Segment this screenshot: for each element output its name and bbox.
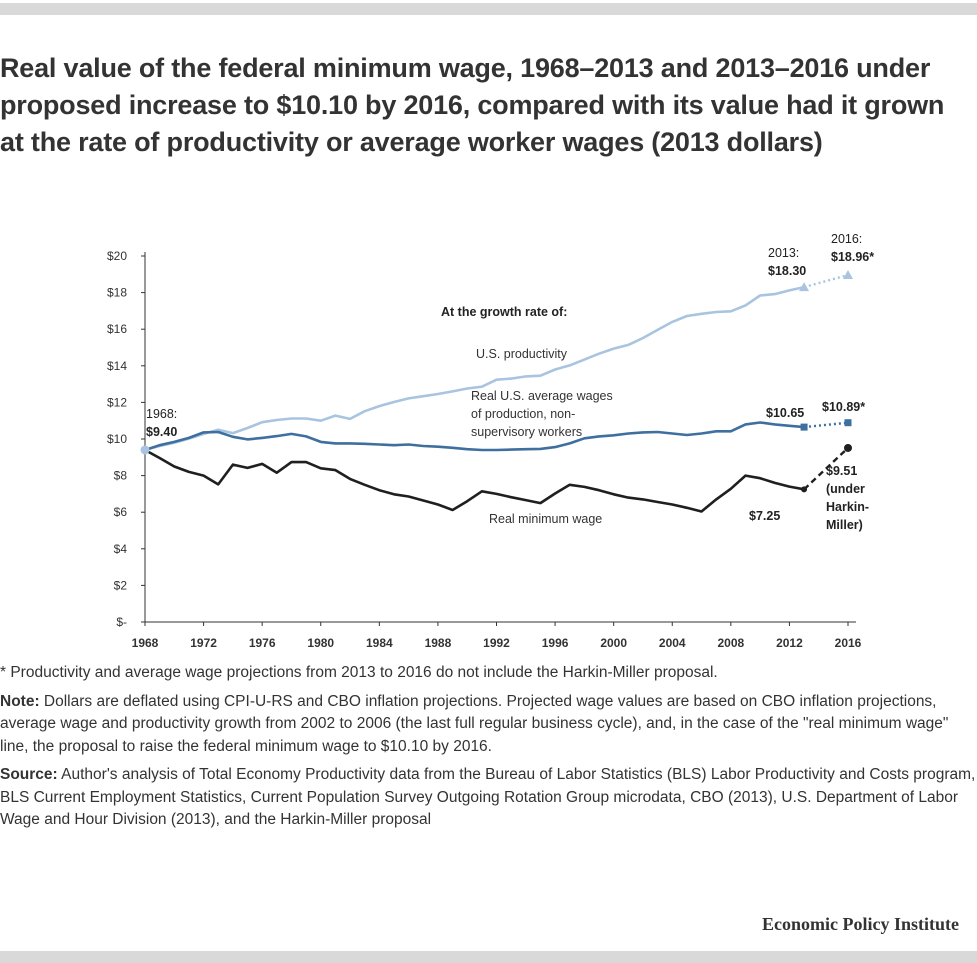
x-tick-label: 2016 — [835, 636, 862, 650]
chart-title: Real value of the federal minimum wage, … — [0, 53, 945, 157]
y-tick-label: $12 — [107, 395, 127, 409]
point-productivity-end — [843, 270, 853, 280]
y-tick-label: $- — [116, 615, 127, 629]
label-productivity-2013-line-0: 2013: — [768, 246, 799, 260]
productivity-series-label: U.S. productivity — [476, 347, 568, 361]
x-tick-label: 1972 — [190, 636, 217, 650]
label-minwage-2016-line-0: $9.51 — [826, 464, 857, 478]
notes-section: * Productivity and average wage projecti… — [0, 662, 977, 838]
point-1968-start — [140, 445, 150, 455]
x-tick-label: 2012 — [776, 636, 803, 650]
y-tick-label: $4 — [114, 542, 128, 556]
brand-logo-text: Economic Policy Institute — [762, 914, 959, 934]
point-productivity-start — [799, 282, 810, 292]
line-chart: $- $2 $4 $6 $8 $10 $12 $14 $16 $18 $20 1968 1972 1976… — [107, 232, 874, 650]
x-tick-label: 1992 — [483, 636, 510, 650]
y-tick-label: $6 — [114, 505, 128, 519]
x-tick-label: 1976 — [249, 636, 276, 650]
point-wages-start — [800, 423, 808, 431]
point-minwage-end — [844, 443, 852, 452]
note-text: Dollars are deflated using CPI-U-RS and … — [0, 692, 949, 755]
label-1968-start-line-1: $9.40 — [146, 425, 177, 439]
label-wages-2016: $10.89* — [822, 400, 865, 414]
y-tick-label: $10 — [107, 432, 127, 446]
footnote: * Productivity and average wage projecti… — [0, 664, 718, 681]
label-productivity-2016-line-1: $18.96* — [831, 250, 874, 264]
series-line-wages — [144, 421, 805, 452]
wages-series-label-line-0: Real U.S. average wages — [471, 389, 613, 403]
top-rule — [0, 3, 977, 15]
minwage-series-label: Real minimum wage — [489, 512, 602, 526]
wages-series-label-line-1: of production, non- — [471, 407, 575, 421]
point-minwage-start — [801, 486, 808, 493]
y-tick-label: $20 — [107, 249, 127, 263]
y-tick-label: $8 — [114, 469, 128, 483]
label-minwage-2016-line-3: Miller) — [826, 518, 863, 532]
source-label: Source: — [0, 766, 58, 783]
bottom-rule — [0, 951, 977, 963]
label-minwage-2016-line-2: Harkin- — [826, 500, 869, 514]
label-wages-2013: $10.65 — [766, 406, 804, 420]
series-line-productivity — [144, 285, 805, 452]
y-tick-label: $16 — [107, 322, 127, 336]
y-tick-label: $14 — [107, 359, 127, 373]
note-label: Note: — [0, 692, 40, 710]
growth-rate-header: At the growth rate of: — [441, 305, 567, 319]
x-tick-label: 1996 — [542, 636, 569, 650]
point-wages-end — [844, 419, 852, 427]
source-paragraph: Source: Author's analysis of Total Econo… — [0, 764, 977, 832]
x-tick-label: 1980 — [307, 636, 334, 650]
x-tick-label: 2004 — [659, 636, 686, 650]
y-tick-label: $2 — [114, 578, 128, 592]
series-line-minwage — [144, 448, 805, 513]
projection-line-minwage — [803, 447, 849, 491]
label-productivity-2016-line-0: 2016: — [831, 232, 862, 246]
label-productivity-2013-line-1: $18.30 — [768, 264, 806, 278]
note-paragraph: Note: Dollars are deflated using CPI-U-R… — [0, 691, 977, 759]
label-minwage-2013: $7.25 — [749, 509, 780, 523]
x-tick-label: 2000 — [600, 636, 627, 650]
wages-series-label-line-2: supervisory workers — [471, 425, 582, 439]
x-tick-label: 1968 — [132, 636, 159, 650]
projection-line-productivity — [803, 273, 849, 289]
projection-line-wages — [803, 421, 849, 429]
source-text: Author's analysis of Total Economy Produ… — [0, 766, 976, 828]
label-minwage-2016-line-1: (under — [826, 482, 865, 496]
x-tick-label: 1984 — [366, 636, 393, 650]
x-tick-label: 1988 — [425, 636, 452, 650]
y-tick-label: $18 — [107, 286, 127, 300]
x-tick-label: 2008 — [717, 636, 744, 650]
label-1968-start-line-0: 1968: — [146, 407, 177, 421]
